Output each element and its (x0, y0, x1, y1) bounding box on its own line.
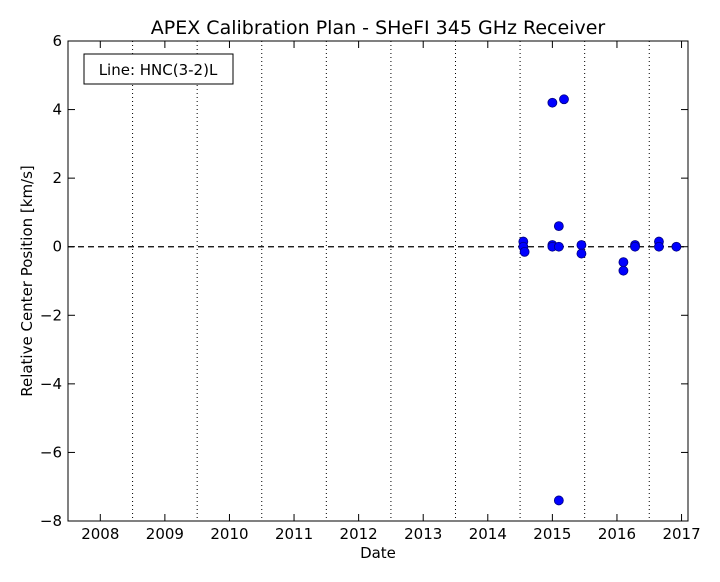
x-tick-label: 2012 (340, 525, 378, 543)
data-point (618, 257, 629, 268)
x-tick-label: 2013 (404, 525, 442, 543)
data-point (671, 241, 682, 252)
data-point (547, 97, 558, 108)
y-tick-label: −2 (40, 306, 62, 324)
y-tick-label: 2 (52, 169, 62, 187)
y-tick-label: 0 (52, 238, 62, 256)
y-tick-label: 6 (52, 32, 62, 50)
x-tick-label: 2015 (533, 525, 571, 543)
chart-title: APEX Calibration Plan - SHeFI 345 GHz Re… (151, 17, 606, 39)
x-tick-label: 2009 (146, 525, 184, 543)
plot-frame (67, 40, 689, 522)
data-point (576, 240, 587, 250)
x-tick-label: 2010 (210, 525, 248, 543)
x-tick-label: 2008 (81, 525, 119, 543)
data-point (576, 248, 587, 259)
data-point (553, 241, 564, 252)
data-point (519, 246, 530, 257)
annotation-text: Line: HNC(3-2)L (99, 61, 218, 79)
data-point (559, 94, 569, 105)
y-tick-label: 4 (52, 101, 62, 119)
x-tick-label: 2011 (275, 525, 313, 543)
y-tick-label: −8 (40, 512, 62, 530)
data-point (654, 241, 664, 252)
data-point (553, 221, 564, 232)
y-tick-label: −6 (40, 443, 62, 461)
x-tick-label: 2017 (662, 525, 700, 543)
data-point (553, 495, 564, 506)
data-points (518, 94, 682, 506)
annotation-box: Line: HNC(3-2)L (83, 53, 234, 85)
vertical-gridlines (132, 41, 650, 521)
data-point (618, 265, 629, 276)
y-tick-label: −4 (40, 375, 62, 393)
y-axis-label: Relative Center Position [km/s] (18, 165, 36, 397)
x-axis-label: Date (360, 544, 396, 562)
data-point (630, 241, 640, 252)
axis-ticks: 2008 2009 2010 2011 2012 2013 2014 2015 2016 2017… (40, 32, 701, 543)
x-tick-label: 2016 (598, 525, 636, 543)
x-tick-label: 2014 (469, 525, 507, 543)
